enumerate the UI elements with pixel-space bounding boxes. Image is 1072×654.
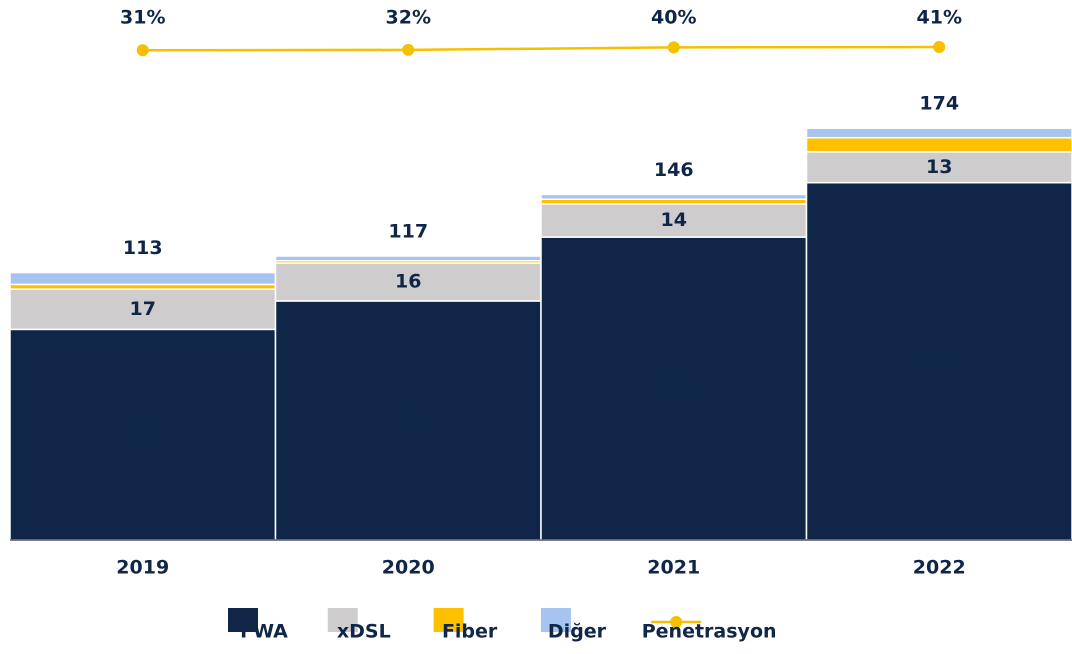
total-label: 113 [123, 237, 163, 259]
data-label: 14 [661, 209, 687, 231]
bar-segment [807, 128, 1072, 137]
bar-segment [10, 273, 276, 285]
legend-label: Fiber [442, 621, 498, 643]
x-tick-label: 2019 [116, 557, 169, 579]
total-label: 146 [654, 159, 694, 181]
line-label: 31% [120, 7, 165, 29]
data-label: 13 [926, 156, 952, 178]
data-label: 151 [919, 350, 959, 372]
x-tick-label: 2022 [913, 557, 966, 579]
data-label: 17 [130, 298, 156, 320]
bar-segment [276, 256, 542, 261]
data-label: 89 [130, 423, 156, 445]
line-label: 40% [651, 7, 696, 29]
data-label: 16 [395, 271, 421, 293]
line-marker [933, 41, 945, 53]
legend-label: Diğer [548, 621, 607, 643]
total-label: 117 [388, 221, 428, 243]
data-label: 101 [388, 409, 428, 431]
legend-label: FWA [240, 621, 288, 643]
x-tick-label: 2020 [382, 557, 435, 579]
line-marker [668, 41, 680, 53]
legend-label: xDSL [337, 621, 391, 643]
line-label: 32% [386, 7, 431, 29]
bar-segment [541, 194, 807, 199]
legend-label: Penetrasyon [642, 621, 777, 643]
x-tick-label: 2021 [647, 557, 700, 579]
line-marker [402, 44, 414, 56]
line [143, 47, 940, 50]
bar-segment [807, 138, 1072, 152]
total-label: 174 [919, 93, 959, 115]
line-label: 41% [917, 7, 962, 29]
data-label: 128 [654, 377, 694, 399]
line-marker [137, 44, 149, 56]
